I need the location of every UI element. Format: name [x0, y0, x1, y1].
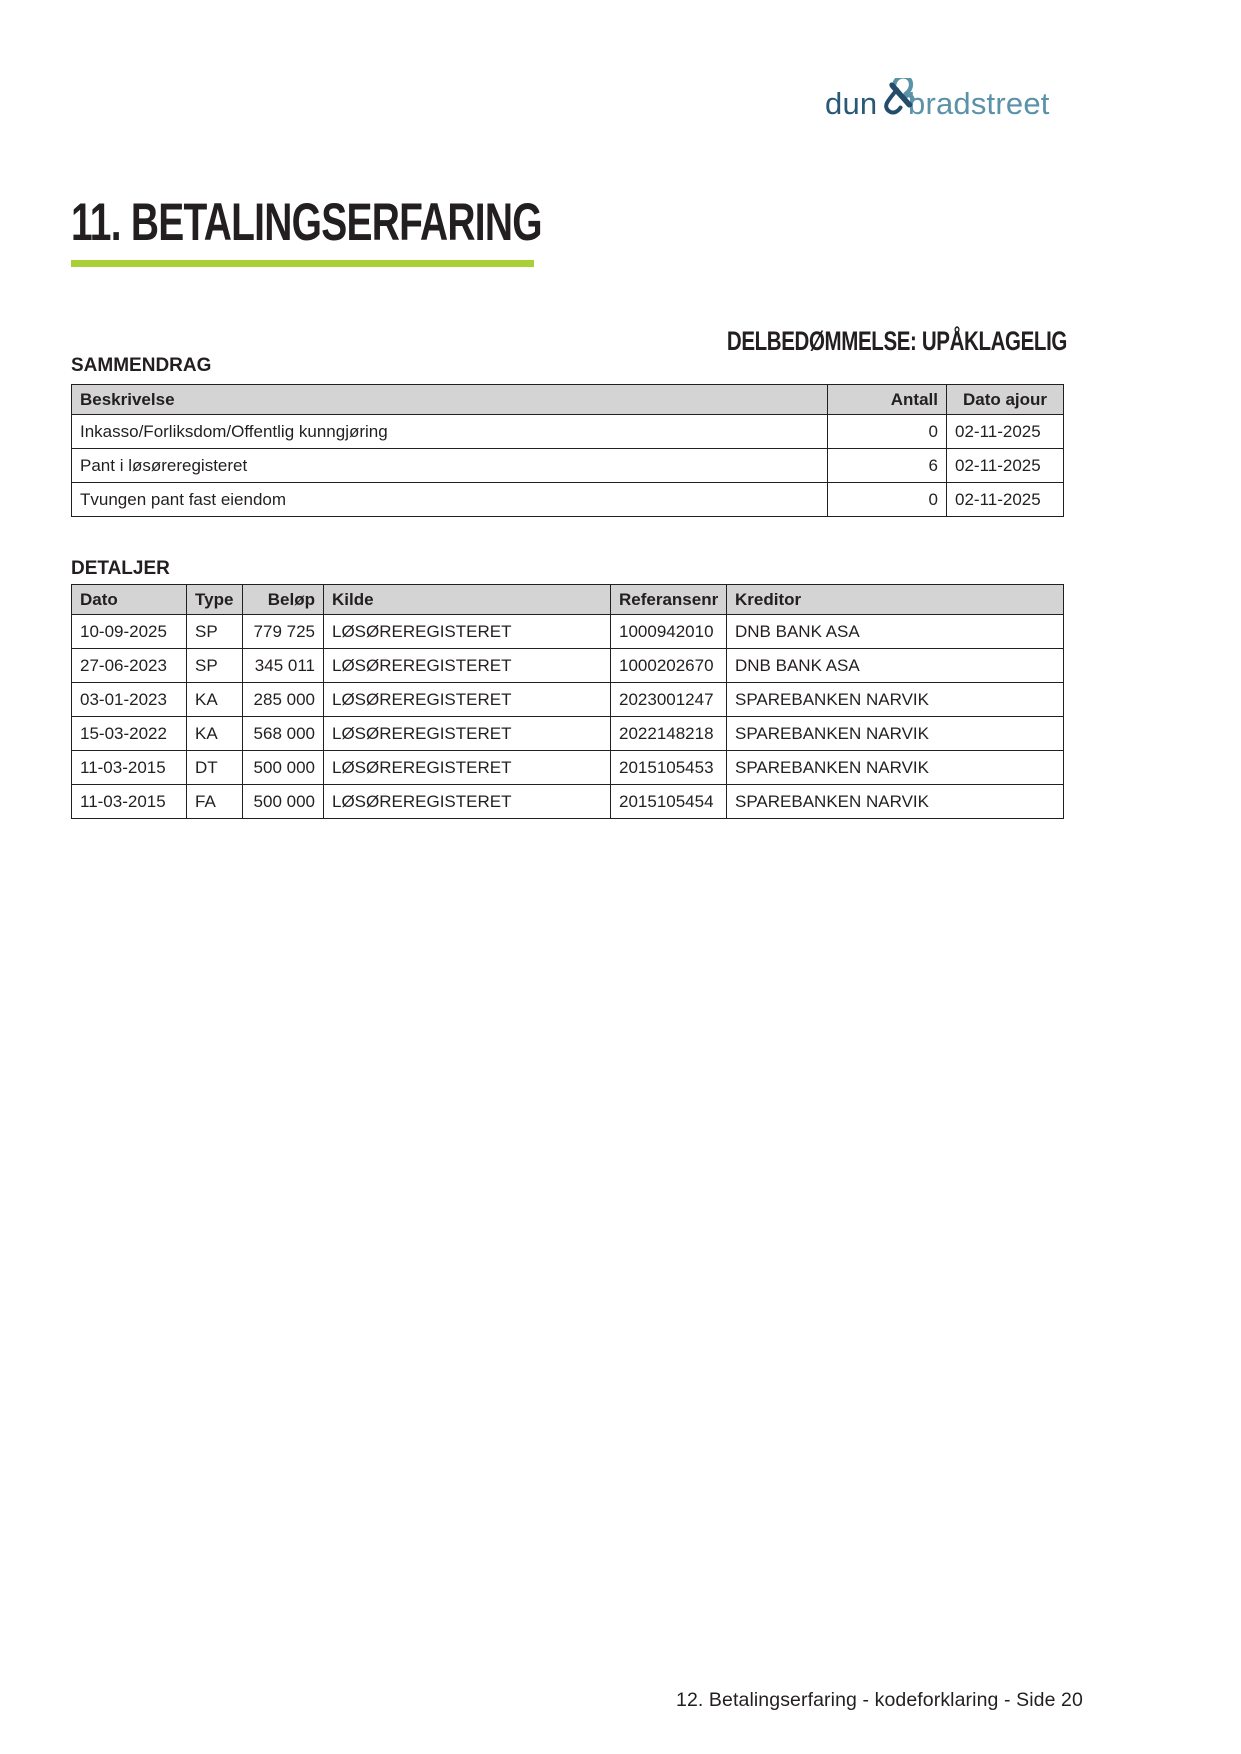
- svg-text:bradstreet: bradstreet: [908, 86, 1050, 121]
- svg-text:dun: dun: [825, 86, 877, 121]
